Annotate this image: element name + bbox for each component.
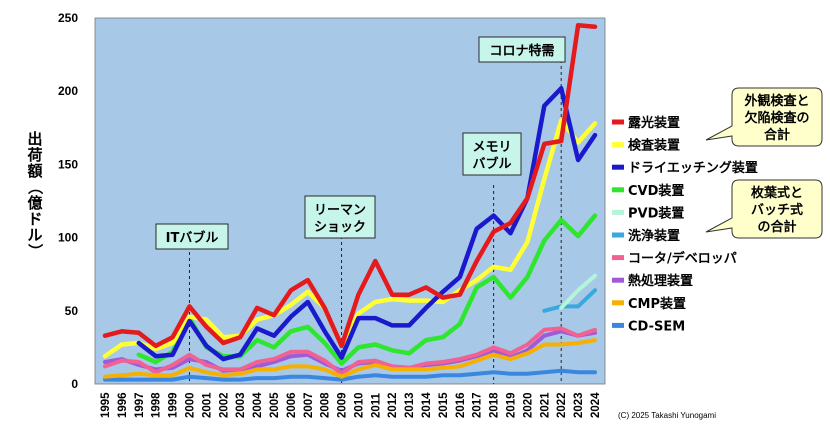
legend-label: コータ/デベロッパ xyxy=(628,251,737,267)
y-tick-label: 100 xyxy=(58,231,78,245)
x-tick-label: 2015 xyxy=(438,392,450,418)
x-tick-label: 2013 xyxy=(404,392,416,418)
legend-label: CVD装置 xyxy=(628,183,684,199)
legend-label: PVD装置 xyxy=(628,205,684,221)
x-tick-label: 2011 xyxy=(370,392,382,418)
x-axis-ticks: 1995 1996 1997 1998 1999 2000 2001 2002 2003 2004… xyxy=(100,392,602,418)
x-tick-label: 2019 xyxy=(506,392,518,418)
callout-label: 合計 xyxy=(764,127,790,143)
y-tick-label: 150 xyxy=(58,157,78,171)
callout-label: の合計 xyxy=(757,219,796,235)
event-annotation-box xyxy=(304,195,376,239)
event-annotation-box xyxy=(462,132,522,176)
x-tick-label: 2005 xyxy=(269,392,281,418)
legend-label: CMP装置 xyxy=(628,296,686,312)
x-tick-label: 2001 xyxy=(201,392,213,418)
x-tick-label: 2009 xyxy=(337,392,349,418)
y-axis-label-char: 出 xyxy=(27,130,42,148)
callout-label: 枚葉式と xyxy=(751,185,803,201)
event-annotation-label: ITバブル xyxy=(166,230,219,246)
y-axis-label-char: ド xyxy=(27,210,42,228)
legend-label: 検査装置 xyxy=(628,138,680,154)
copyright-text: (C) 2025 Takashi Yunogami xyxy=(618,411,716,420)
series-line xyxy=(102,23,598,349)
x-tick-label: 2002 xyxy=(218,392,230,418)
x-tick-label: 2017 xyxy=(472,392,484,418)
x-tick-label: 2016 xyxy=(455,392,467,418)
event-annotation-label: メモリ xyxy=(472,140,511,155)
series-line xyxy=(559,273,597,310)
legend-label: 洗浄装置 xyxy=(628,228,680,244)
series-lines xyxy=(102,23,598,382)
legend-label: 露光装置 xyxy=(628,115,680,131)
event-annotation-label: バブル xyxy=(472,156,511,172)
y-axis-label-char: ） xyxy=(26,243,44,258)
x-tick-label: 2008 xyxy=(320,392,332,418)
y-axis-label-char: （ xyxy=(26,179,44,194)
y-axis-label-char: ル xyxy=(27,226,42,244)
x-tick-label: 1998 xyxy=(151,392,163,418)
series-line xyxy=(103,368,597,382)
x-tick-label: 2023 xyxy=(573,392,585,418)
series-line xyxy=(136,86,598,362)
y-axis-label-char: 億 xyxy=(27,194,42,212)
y-axis-label-char: 荷 xyxy=(27,146,42,164)
x-tick-label: 2003 xyxy=(235,392,247,418)
x-tick-label: 2014 xyxy=(421,392,433,418)
x-tick-label: 2012 xyxy=(387,392,399,418)
x-tick-label: 2004 xyxy=(252,392,264,418)
x-tick-label: 2010 xyxy=(353,392,365,418)
event-annotation-label: リーマン xyxy=(314,203,366,218)
x-tick-label: 1999 xyxy=(168,392,180,418)
x-tick-label: 2022 xyxy=(556,392,568,418)
series-line xyxy=(103,338,597,379)
callout-label: 欠陥検査の xyxy=(744,110,809,126)
event-annotation-box xyxy=(155,223,229,250)
y-axis-label-char: 額 xyxy=(26,162,42,180)
legend-label: 熱処理装置 xyxy=(628,273,693,289)
event-annotation-label: コロナ特需 xyxy=(489,43,554,59)
event-annotation-box xyxy=(478,36,566,63)
x-tick-label: 1995 xyxy=(100,392,112,418)
x-tick-label: 1996 xyxy=(117,392,129,418)
series-line xyxy=(102,118,598,359)
x-tick-label: 2018 xyxy=(489,392,501,418)
x-tick-label: 1997 xyxy=(134,392,146,418)
x-tick-label: 2021 xyxy=(539,392,551,418)
callout-label: 外観検査と xyxy=(743,93,809,109)
event-annotation-label: ショック xyxy=(314,220,366,235)
legend-label: CD-SEM xyxy=(628,319,685,334)
series-line xyxy=(103,326,597,376)
x-tick-label: 2006 xyxy=(286,392,298,418)
series-line xyxy=(542,288,597,313)
callout-box xyxy=(705,179,823,239)
y-axis-label: 出荷額（億ドル） xyxy=(26,130,44,259)
y-tick-label: 200 xyxy=(58,84,78,98)
y-tick-label: 250 xyxy=(58,11,78,25)
callout-label: バッチ式 xyxy=(751,202,803,218)
x-tick-label: 2000 xyxy=(184,392,196,418)
callout-box xyxy=(705,87,823,147)
x-tick-label: 2024 xyxy=(590,392,602,418)
x-tick-label: 2020 xyxy=(522,392,534,418)
y-tick-label: 50 xyxy=(65,304,79,318)
y-tick-label: 0 xyxy=(71,377,78,391)
x-tick-label: 2007 xyxy=(303,392,315,418)
y-axis-ticks: 0 50 100 150 200 250 xyxy=(58,11,78,391)
legend-label: ドライエッチング装置 xyxy=(628,160,758,176)
